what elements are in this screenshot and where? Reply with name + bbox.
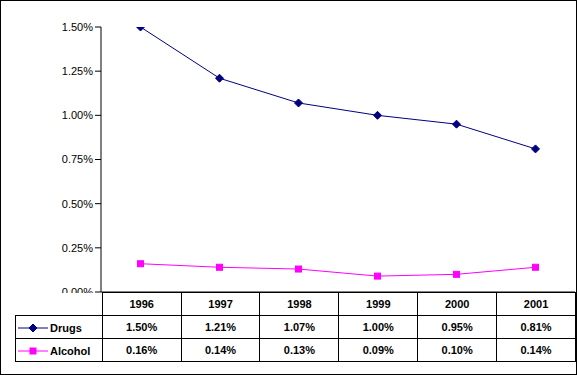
html-text:2000: 2000	[444, 298, 470, 310]
html-text:1997: 1997	[208, 298, 233, 310]
svg-text:0.50%: 0.50%	[62, 198, 93, 210]
html-text:1999: 1999	[366, 298, 391, 310]
html-text:0.10%: 0.10%	[441, 344, 473, 356]
svg-text:1.00%: 1.00%	[62, 109, 93, 121]
html-text:0.95%: 0.95%	[441, 321, 473, 333]
svg-text:0.75%: 0.75%	[62, 153, 93, 165]
html-text:1998: 1998	[287, 298, 312, 310]
html-text:0.13%: 0.13%	[283, 344, 315, 356]
html-text:2001: 2001	[523, 298, 549, 310]
html-text:0.14%: 0.14%	[520, 344, 552, 356]
html-text:0.14%: 0.14%	[204, 344, 237, 356]
html-text:1.00%: 1.00%	[362, 321, 394, 333]
html-text:Alcohol: Alcohol	[50, 344, 91, 357]
html-text:0.16%: 0.16%	[126, 344, 158, 356]
html-text:1996: 1996	[129, 298, 154, 310]
html-text:0.81%: 0.81%	[520, 321, 552, 333]
html-text:Drugs: Drugs	[50, 321, 82, 334]
html-text:0.09%: 0.09%	[362, 344, 394, 356]
html-text:1.50%: 1.50%	[126, 321, 158, 333]
html-text:1.07%: 1.07%	[283, 321, 315, 333]
svg-text:1.50%: 1.50%	[62, 21, 93, 33]
html-text:1.21%: 1.21%	[204, 321, 237, 333]
svg-text:0.25%: 0.25%	[62, 242, 93, 254]
svg-text:1.25%: 1.25%	[62, 65, 93, 77]
